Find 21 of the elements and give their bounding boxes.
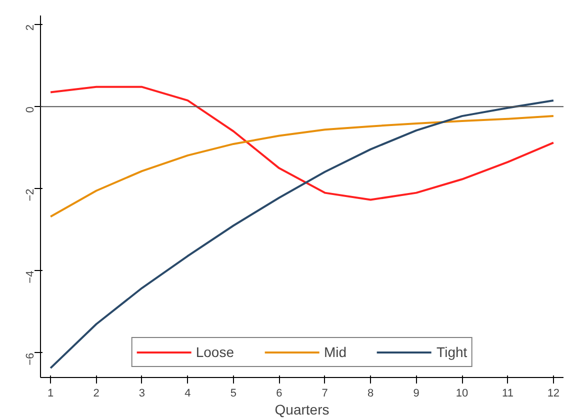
x-tick-label: 6: [276, 388, 282, 400]
legend-label: Tight: [436, 344, 468, 360]
y-tick-label: −4: [24, 270, 36, 284]
x-tick-label: 5: [230, 388, 236, 400]
y-tick-label: 0: [24, 106, 36, 113]
legend-label: Loose: [196, 344, 234, 360]
y-tick-label: −2: [24, 188, 36, 202]
x-axis-title: Quarters: [274, 402, 330, 418]
y-tick-label: −6: [24, 352, 36, 366]
x-tick-label: 10: [456, 388, 468, 400]
x-tick-label: 4: [184, 388, 191, 400]
x-tick-label: 1: [48, 388, 54, 400]
x-tick-label: 3: [138, 388, 146, 400]
x-tick-label: 7: [322, 388, 328, 400]
y-tick-label: 2: [24, 24, 36, 31]
x-tick-label: 9: [413, 388, 420, 400]
legend-label: Mid: [324, 344, 347, 360]
x-tick-label: 11: [502, 388, 514, 400]
x-tick-label: 8: [368, 388, 374, 400]
x-tick-label: 12: [547, 388, 560, 400]
x-tick-label: 2: [93, 388, 100, 400]
